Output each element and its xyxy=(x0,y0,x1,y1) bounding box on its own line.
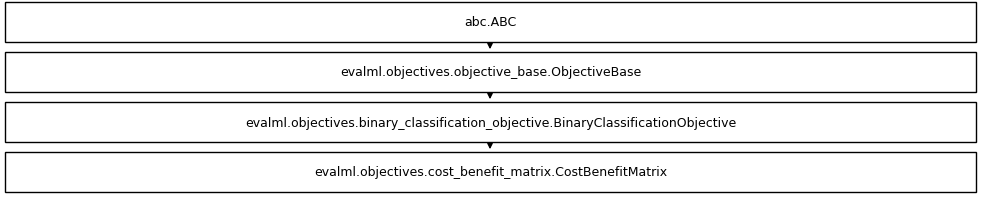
Text: evalml.objectives.binary_classification_objective.BinaryClassificationObjective: evalml.objectives.binary_classification_… xyxy=(245,116,736,129)
Text: abc.ABC: abc.ABC xyxy=(464,16,517,29)
Text: evalml.objectives.cost_benefit_matrix.CostBenefitMatrix: evalml.objectives.cost_benefit_matrix.Co… xyxy=(314,166,667,179)
Bar xyxy=(5,3,976,43)
Text: evalml.objectives.objective_base.ObjectiveBase: evalml.objectives.objective_base.Objecti… xyxy=(339,66,642,79)
Bar xyxy=(5,152,976,192)
Bar xyxy=(5,53,976,93)
Bar xyxy=(5,102,976,142)
